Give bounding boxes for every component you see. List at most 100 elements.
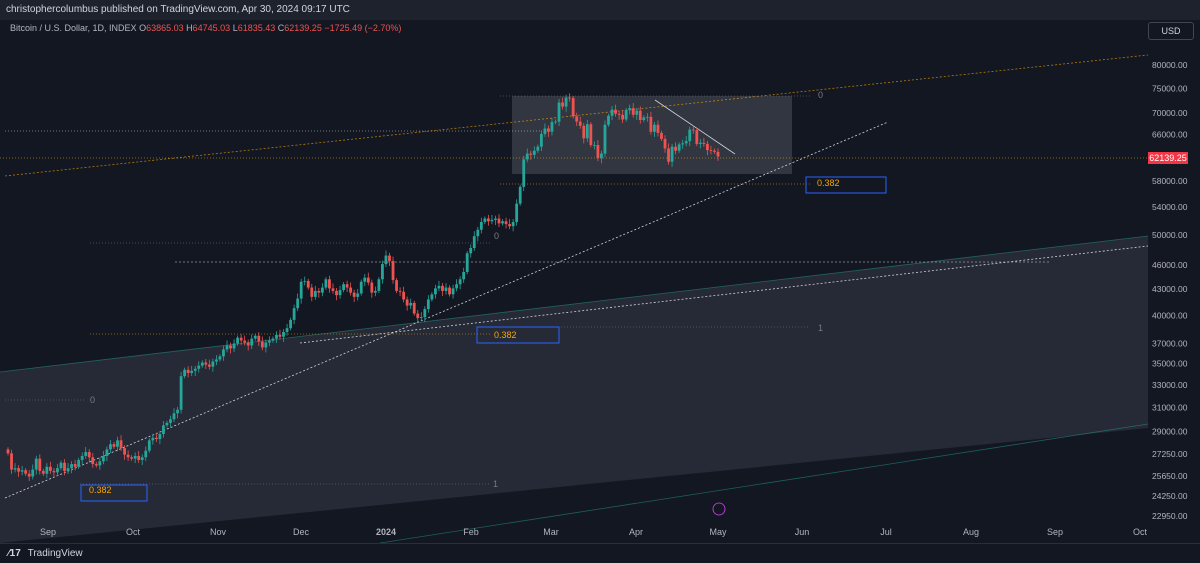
candle (299, 278, 303, 304)
candle-body (663, 138, 667, 149)
candle (663, 135, 667, 153)
candle-body (94, 464, 98, 466)
event-lightning-icon (712, 502, 726, 516)
candle-body (635, 110, 639, 115)
candle (27, 470, 31, 481)
candle (345, 280, 349, 292)
price-chart[interactable]: 0 0.382 0 0.382 1 0 0.382 1 80000.00 75000.00 700… (0, 20, 1200, 543)
candle (101, 450, 105, 465)
candle-body (101, 455, 105, 462)
candle (172, 408, 176, 423)
candle-body (631, 108, 635, 115)
fib-label-box (476, 326, 560, 344)
candle (133, 452, 137, 464)
last-price-badge: 62139.25 (1148, 152, 1188, 164)
candle (48, 461, 52, 474)
candle-body (105, 449, 109, 456)
candle-body (176, 409, 179, 414)
candle-body (589, 124, 593, 146)
candle-body (398, 290, 402, 292)
price-tick-label: 25650.00 (1152, 471, 1188, 481)
candle-body (434, 288, 437, 295)
candle-body (356, 293, 360, 297)
candle-body (342, 284, 345, 291)
candle-body (448, 287, 451, 295)
candle (681, 139, 685, 149)
candle-body (649, 116, 653, 132)
fib-label: 0.382 (89, 485, 112, 495)
candle-body (70, 464, 73, 469)
candle-body (539, 133, 543, 147)
candle (709, 145, 713, 155)
candle-body (119, 440, 123, 449)
time-tick-label: Nov (210, 527, 227, 537)
candle (645, 113, 649, 122)
candle (222, 345, 225, 361)
candle (409, 298, 413, 310)
candle-body (243, 340, 247, 343)
candle-body (681, 143, 685, 145)
candle-body (63, 462, 66, 471)
candle-body (109, 444, 112, 450)
candle-body (585, 124, 589, 139)
candle (578, 116, 582, 129)
fib-label: 0.382 (494, 330, 517, 340)
candle-body (373, 290, 377, 293)
candle (522, 155, 526, 192)
candle (649, 111, 653, 135)
fib-label-box (805, 176, 887, 194)
candle (465, 251, 469, 275)
candle (109, 439, 112, 453)
candle (10, 449, 13, 474)
candle-body (554, 121, 557, 123)
candle-body (31, 469, 35, 477)
candle-body (575, 116, 579, 122)
candle-body (557, 102, 561, 122)
candle (147, 438, 151, 453)
candle (331, 283, 335, 294)
candle (271, 336, 275, 343)
candle (34, 455, 38, 475)
candle-body (239, 337, 243, 341)
candle (112, 442, 116, 449)
close-value: 62139.25 (284, 23, 322, 33)
candle (207, 359, 211, 370)
candle-body (582, 125, 586, 139)
candle (31, 464, 35, 480)
candle-body (617, 113, 621, 115)
candle (211, 358, 215, 372)
candle-body (349, 287, 353, 293)
candle-body (653, 124, 656, 132)
candle (342, 282, 345, 293)
price-tick-label: 31000.00 (1152, 402, 1188, 412)
candle (585, 119, 589, 142)
candle-body (140, 457, 144, 460)
candle-body (444, 287, 448, 291)
candle (518, 184, 522, 206)
time-tick-label: 2024 (376, 527, 396, 537)
currency-button[interactable]: USD (1148, 22, 1194, 40)
candle-body (522, 159, 526, 187)
candle (193, 365, 197, 376)
candle-body (490, 219, 494, 222)
candle-body (123, 448, 126, 455)
candle (6, 447, 10, 456)
candle (137, 450, 141, 463)
candle-body (465, 253, 469, 273)
candle-body (10, 453, 13, 470)
candle-body (20, 470, 24, 472)
candle (667, 143, 670, 165)
candle (437, 280, 441, 292)
candle-body (497, 218, 501, 224)
candle (381, 260, 384, 284)
candle (497, 214, 501, 228)
price-tick-label: 24250.00 (1152, 491, 1188, 501)
candle-body (215, 359, 218, 362)
price-tick-label: 50000.00 (1152, 230, 1188, 240)
candle (462, 267, 466, 283)
candle (621, 110, 625, 124)
candle-body (578, 121, 582, 126)
candle (218, 354, 222, 362)
time-tick-label: Jun (795, 527, 810, 537)
candle-body (405, 299, 409, 306)
